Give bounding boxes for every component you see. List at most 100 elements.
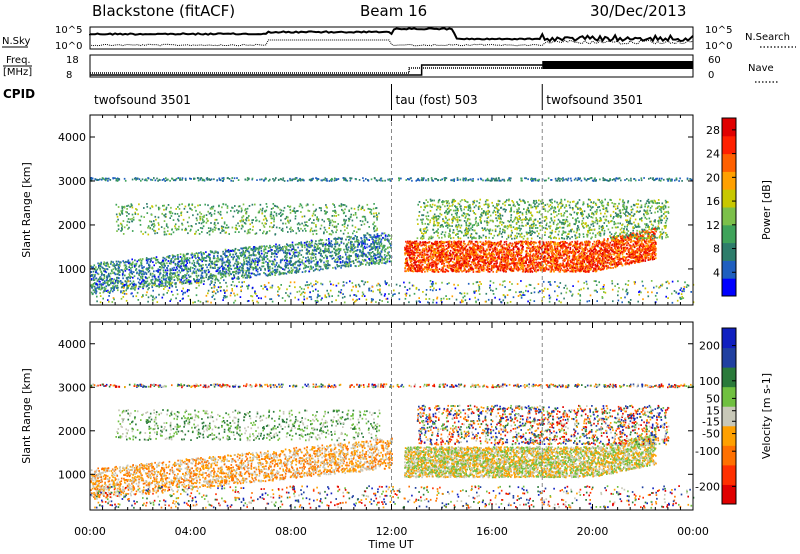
- power-cell: [311, 268, 313, 270]
- power-cell: [177, 271, 179, 273]
- power-cell: [295, 244, 297, 246]
- power-cell: [289, 179, 291, 181]
- power-cell: [217, 252, 219, 254]
- power-cell: [239, 252, 241, 254]
- power-cell: [181, 261, 183, 263]
- power-cell: [457, 177, 459, 179]
- power-cell: [328, 240, 330, 242]
- power-cell: [178, 226, 180, 228]
- power-cell: [362, 221, 364, 223]
- power-cell: [179, 204, 181, 206]
- power-cell: [351, 247, 353, 249]
- power-cell: [343, 233, 345, 235]
- power-cell: [140, 180, 142, 182]
- power-cell: [309, 241, 311, 243]
- power-cell: [364, 247, 366, 249]
- power-cell: [262, 232, 264, 234]
- power-cell: [228, 273, 230, 275]
- power-cell: [171, 277, 173, 279]
- power-cell: [228, 227, 230, 229]
- power-cell: [203, 277, 205, 279]
- power-cell: [345, 266, 347, 268]
- power-cell: [129, 277, 131, 279]
- power-cell: [172, 273, 174, 275]
- power-cell: [232, 272, 234, 274]
- power-cell: [142, 276, 144, 278]
- power-cell: [154, 276, 156, 278]
- power-cell: [227, 177, 229, 179]
- power-cell: [315, 210, 317, 212]
- power-cell: [200, 270, 202, 272]
- freq-label-line2: [MHz]: [3, 67, 32, 78]
- power-cell: [291, 271, 293, 273]
- power-cell: [374, 244, 376, 246]
- power-cell: [344, 251, 346, 253]
- power-cell: [195, 257, 197, 259]
- power-cell: [93, 289, 95, 291]
- power-cell: [121, 206, 123, 208]
- power-cell: [116, 214, 118, 216]
- power-cell: [273, 253, 275, 255]
- power-cell: [263, 262, 265, 264]
- power-cell: [332, 232, 334, 234]
- power-cell: [246, 263, 248, 265]
- power-cell: [324, 251, 326, 253]
- power-cell: [100, 289, 102, 291]
- power-cell: [377, 237, 379, 239]
- power-cell: [263, 255, 265, 257]
- power-cell: [274, 256, 276, 258]
- power-cell: [183, 277, 185, 279]
- power-cell: [149, 227, 151, 229]
- power-cell: [130, 267, 132, 269]
- power-cell: [312, 249, 314, 251]
- power-cell: [152, 228, 154, 230]
- power-cell: [220, 273, 222, 275]
- power-cell: [346, 248, 348, 250]
- power-cell: [263, 265, 265, 267]
- power-cell: [143, 207, 145, 209]
- power-cell: [147, 285, 149, 287]
- power-cell: [277, 246, 279, 248]
- power-cell: [340, 265, 342, 267]
- power-cell: [290, 206, 292, 208]
- power-cell: [590, 177, 592, 179]
- power-cell: [361, 243, 363, 245]
- power-cell: [447, 250, 449, 252]
- power-cell: [332, 251, 334, 253]
- power-cell: [319, 250, 321, 252]
- freq-left-tick-bottom: 8: [66, 70, 72, 81]
- power-cell: [138, 203, 140, 205]
- cpid-segment-label: twofsound 3501: [546, 93, 643, 107]
- power-cell: [161, 267, 163, 269]
- power-cell: [190, 178, 192, 180]
- power-cell: [148, 271, 150, 273]
- power-cell: [310, 229, 312, 231]
- power-cell: [283, 252, 285, 254]
- power-cell: [352, 252, 354, 254]
- power-cell: [142, 258, 144, 260]
- power-cell: [108, 273, 110, 275]
- power-cell: [131, 271, 133, 273]
- power-cell: [332, 203, 334, 205]
- power-cell: [105, 262, 107, 264]
- power-cell: [303, 263, 305, 265]
- power-cell: [194, 268, 196, 270]
- power-cell: [577, 179, 579, 181]
- power-cell: [104, 287, 106, 289]
- power-cell: [322, 219, 324, 221]
- power-cell: [198, 180, 200, 182]
- power-cell: [309, 268, 311, 270]
- power-cell: [211, 261, 213, 263]
- power-cell: [304, 244, 306, 246]
- power-cell: [335, 231, 337, 233]
- power-cell: [104, 277, 106, 279]
- power-cell: [138, 282, 140, 284]
- power-cell: [318, 240, 320, 242]
- power-cell: [386, 255, 388, 257]
- power-cell: [207, 232, 209, 234]
- power-cell: [291, 244, 293, 246]
- power-cell: [282, 246, 284, 248]
- power-cell: [373, 236, 375, 238]
- power-cell: [336, 179, 338, 181]
- power-cell: [376, 214, 378, 216]
